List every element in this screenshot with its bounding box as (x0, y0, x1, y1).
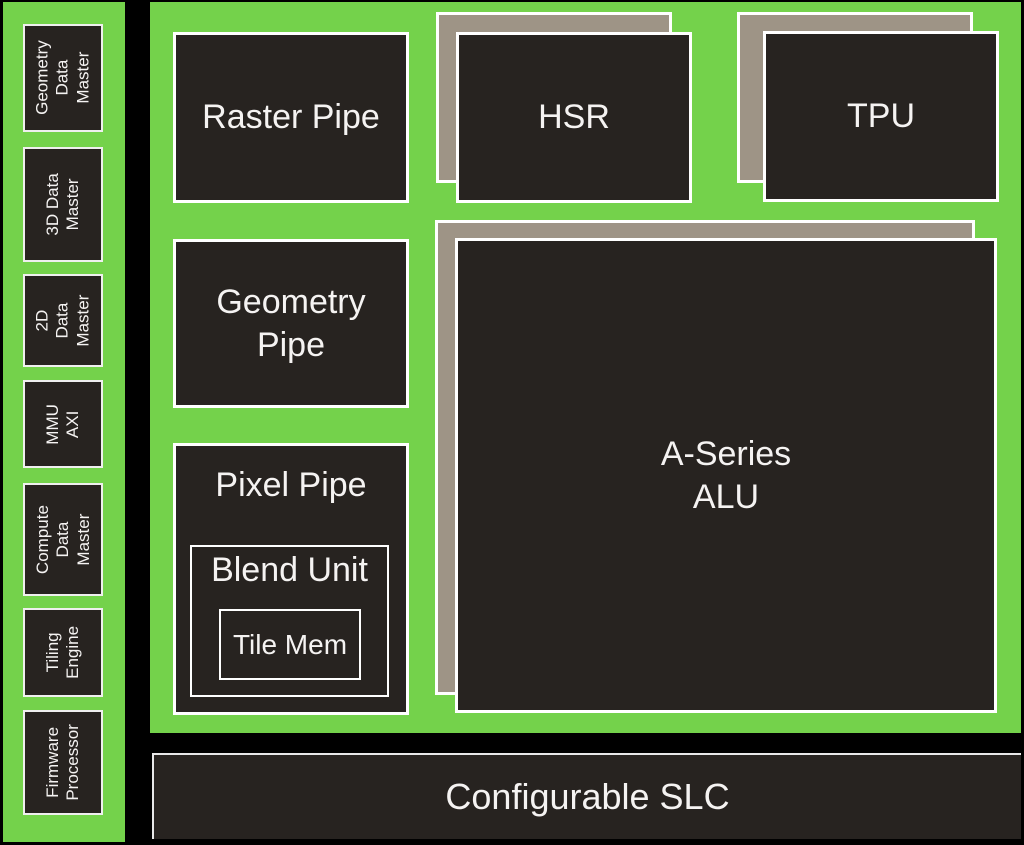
a-series-alu-label: A-Series ALU (660, 435, 792, 516)
compute-data-master-label: Compute Data Master (32, 505, 93, 574)
configurable-slc-label: Configurable SLC (445, 776, 730, 817)
geometry-pipe-label: Geometry Pipe (216, 283, 366, 364)
hsr-block: HSR (456, 32, 692, 203)
pixel-pipe-block: Pixel Pipe Blend Unit Tile Mem (173, 443, 409, 715)
geometry-pipe-block: Geometry Pipe (173, 239, 409, 408)
sidebar-block-firmware-processor: Firmware Processor (23, 710, 103, 815)
tile-mem-block: Tile Mem (219, 609, 361, 680)
3d-data-master-label: 3D Data Master (42, 173, 82, 236)
geometry-data-master-label: Geometry Data Master (32, 40, 93, 116)
raster-pipe-label: Raster Pipe (202, 98, 380, 137)
sidebar-block-compute-data-master: Compute Data Master (23, 483, 103, 596)
a-series-alu-block: A-Series ALU (455, 238, 997, 713)
configurable-slc-block: Configurable SLC (152, 753, 1021, 839)
sidebar-block-geometry-data-master: Geometry Data Master (23, 24, 103, 132)
data-master-panel: Geometry Data Master 3D Data Master 2D D… (3, 2, 125, 842)
tiling-engine-label: Tiling Engine (42, 626, 82, 679)
mmu-axi-label: MMU AXI (42, 403, 82, 445)
sidebar-block-mmu-axi: MMU AXI (23, 380, 103, 468)
blend-unit-block: Blend Unit Tile Mem (190, 545, 389, 697)
blend-unit-label: Blend Unit (211, 551, 368, 589)
pixel-pipe-label: Pixel Pipe (215, 466, 367, 504)
tile-mem-label: Tile Mem (232, 629, 348, 660)
sidebar-block-tiling-engine: Tiling Engine (23, 608, 103, 697)
tpu-label: TPU (847, 97, 915, 136)
tpu-block: TPU (763, 31, 999, 202)
raster-pipe-block: Raster Pipe (173, 32, 409, 203)
sidebar-block-3d-data-master: 3D Data Master (23, 147, 103, 262)
hsr-label: HSR (538, 98, 610, 137)
firmware-processor-label: Firmware Processor (42, 724, 82, 801)
sidebar-block-2d-data-master: 2D Data Master (23, 274, 103, 367)
2d-data-master-label: 2D Data Master (32, 294, 93, 347)
gpu-core-panel: Raster Pipe HSR TPU Geometry Pipe Pixel … (150, 2, 1021, 733)
